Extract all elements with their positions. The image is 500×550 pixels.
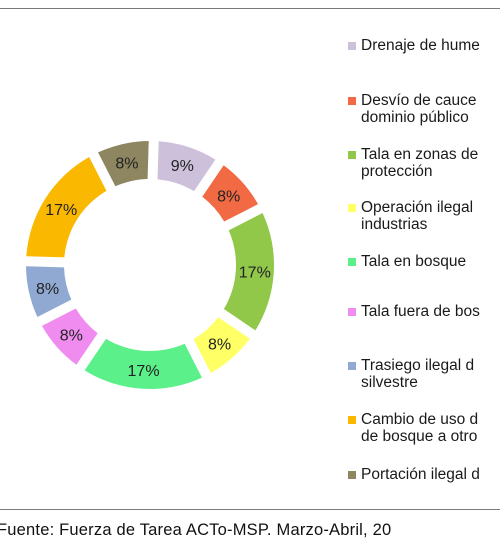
legend-swatch	[348, 416, 356, 424]
slice-data-label: 8%	[115, 156, 138, 173]
legend-swatch	[348, 97, 356, 105]
legend-item: Tala en bosque	[348, 253, 466, 270]
donut-slice	[84, 338, 202, 389]
legend-item: Cambio de uso d de bosque a otro	[348, 411, 478, 445]
legend-item: Tala fuera de bos	[348, 303, 480, 320]
donut-slice	[26, 266, 72, 317]
legend-label: Operación ilegal industrias	[361, 199, 474, 233]
legend-label: Trasiego ilegal d silvestre	[361, 357, 475, 391]
donut-slice	[98, 141, 149, 187]
legend-swatch	[348, 151, 356, 159]
slice-data-label: 8%	[36, 281, 59, 298]
slice-data-label: 17%	[128, 363, 160, 380]
legend-label: Desvío de cauce dominio público	[361, 92, 477, 126]
slice-data-label: 9%	[171, 158, 194, 175]
source-caption: Fuente: Fuerza de Tarea ACTo-MSP. Marzo-…	[0, 521, 392, 539]
legend-label: Cambio de uso d de bosque a otro	[361, 411, 479, 445]
legend-swatch	[348, 471, 356, 479]
chart-frame	[0, 8, 500, 510]
donut-slice	[202, 165, 259, 222]
legend-swatch	[348, 258, 356, 266]
legend-label: Tala en zonas de protección	[361, 146, 479, 180]
donut-slice	[223, 213, 274, 331]
donut-slice	[41, 308, 98, 365]
legend-swatch	[348, 308, 356, 316]
slice-data-label: 8%	[60, 328, 83, 345]
donut-slice	[157, 141, 216, 192]
legend-swatch	[348, 42, 356, 50]
slice-data-label: 8%	[208, 337, 231, 354]
legend-label: Portación ilegal d	[361, 466, 480, 483]
donut-slice	[26, 156, 107, 258]
legend-label: Drenaje de hume	[361, 37, 480, 54]
slice-data-label: 8%	[217, 188, 240, 205]
slice-data-label: 17%	[239, 264, 271, 281]
legend-swatch	[348, 204, 356, 212]
slice-data-label: 17%	[45, 202, 77, 219]
legend-item: Drenaje de hume	[348, 37, 480, 54]
legend-item: Portación ilegal d	[348, 466, 480, 483]
legend-item: Tala en zonas de protección	[348, 146, 478, 180]
legend-label: Tala en bosque	[361, 253, 467, 270]
legend-swatch	[348, 362, 356, 370]
legend-item: Desvío de cauce dominio público	[348, 92, 476, 126]
legend-item: Operación ilegal industrias	[348, 199, 473, 233]
donut-slice	[193, 317, 250, 374]
legend-item: Trasiego ilegal d silvestre	[348, 357, 474, 391]
legend-label: Tala fuera de bos	[361, 303, 480, 320]
